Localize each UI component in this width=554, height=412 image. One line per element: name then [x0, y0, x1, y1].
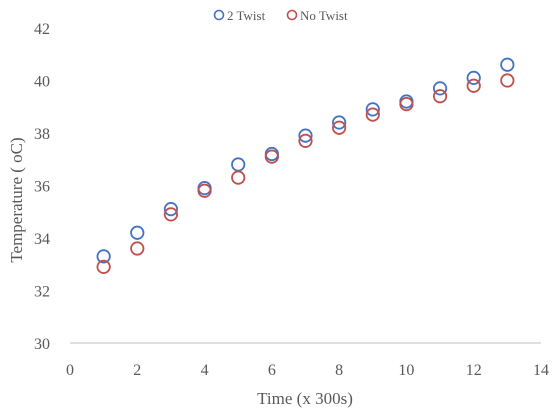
x-tick-label: 14	[533, 362, 549, 379]
point-2-twist	[96, 249, 111, 264]
y-axis-title: Temperature ( oC)	[7, 137, 26, 262]
point-no-twist	[500, 73, 515, 88]
legend-marker-no-twist	[286, 9, 298, 21]
point-2-twist	[500, 57, 515, 72]
point-no-twist	[365, 107, 380, 122]
point-2-twist	[231, 157, 246, 172]
y-tick-label: 34	[34, 231, 50, 248]
legend-label-no-twist: No Twist	[300, 8, 348, 23]
x-tick-label: 8	[335, 362, 343, 379]
x-tick-label: 0	[66, 362, 74, 379]
point-no-twist	[231, 170, 246, 185]
y-tick-label: 36	[34, 179, 50, 196]
point-no-twist	[264, 149, 279, 164]
x-tick-label: 6	[268, 362, 276, 379]
y-tick-label: 38	[34, 126, 50, 143]
data-points	[96, 57, 515, 274]
axes: 30 32 34 36 38 40 42 0 2 4 6 8 10 12 14	[34, 21, 549, 379]
point-2-twist	[130, 225, 145, 240]
x-tick-label: 12	[466, 362, 482, 379]
point-2-twist	[298, 128, 313, 143]
point-2-twist	[332, 115, 347, 130]
point-2-twist	[432, 81, 448, 96]
point-2-twist	[163, 202, 179, 217]
point-no-twist	[130, 241, 145, 256]
point-2-twist	[365, 102, 380, 117]
point-no-twist	[399, 97, 414, 112]
y-tick-label: 30	[34, 336, 50, 353]
point-no-twist	[466, 78, 481, 93]
x-axis-title: Time (x 300s)	[257, 389, 353, 408]
point-no-twist	[432, 89, 448, 104]
x-tick-label: 10	[398, 362, 414, 379]
point-2-twist	[466, 70, 481, 85]
y-tick-label: 42	[34, 21, 50, 38]
x-tick-label: 2	[133, 362, 141, 379]
legend: 2 Twist No Twist	[213, 8, 348, 23]
x-tick-label: 4	[201, 362, 209, 379]
point-no-twist	[96, 259, 111, 274]
y-tick-label: 40	[34, 74, 50, 91]
point-no-twist	[197, 183, 212, 198]
legend-marker-2-twist	[213, 9, 225, 21]
y-tick-label: 32	[34, 284, 50, 301]
legend-label-2-twist: 2 Twist	[227, 8, 266, 23]
point-no-twist	[298, 133, 313, 148]
point-no-twist	[332, 120, 347, 135]
point-no-twist	[163, 207, 179, 222]
